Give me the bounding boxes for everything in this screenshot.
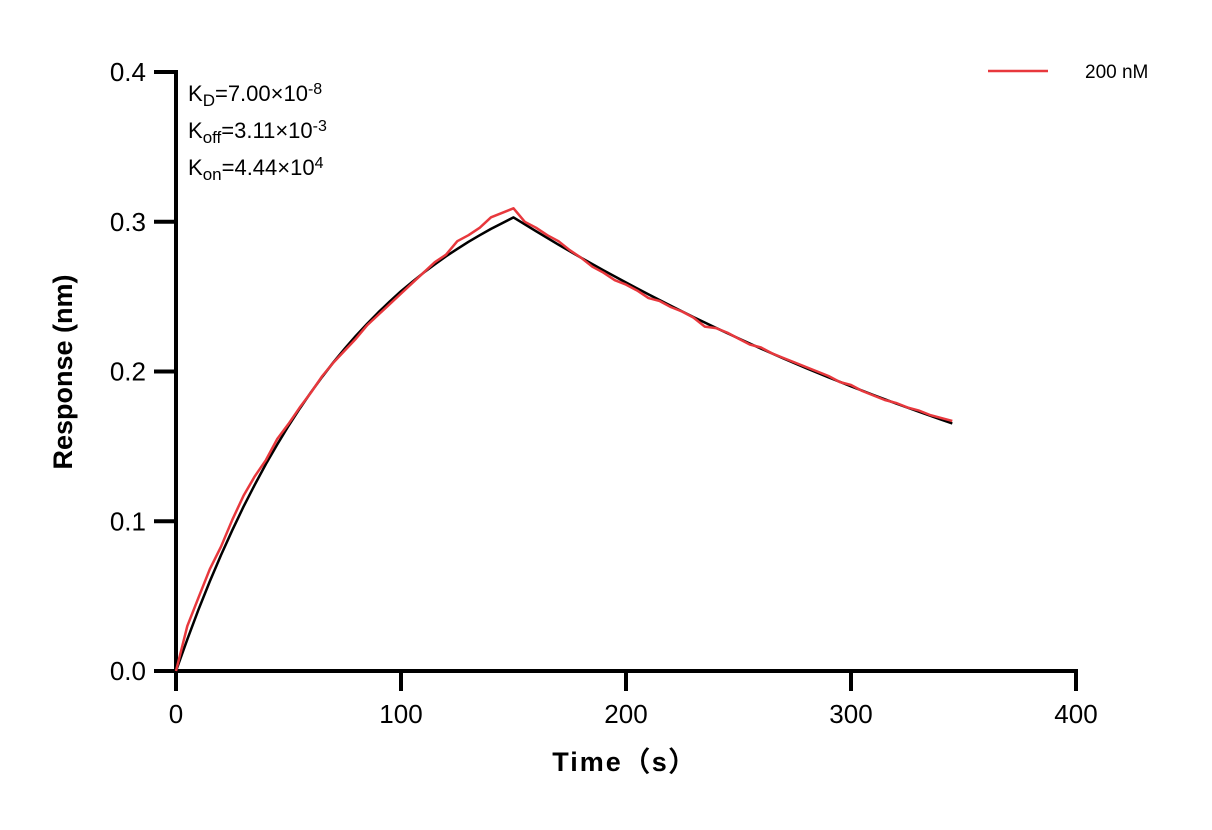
y-tick-label: 0.2 (110, 357, 146, 387)
legend: 200 nM (988, 62, 1148, 83)
annotation-sub: D (203, 91, 215, 110)
x-tick-label: 400 (1054, 699, 1097, 729)
annotation-rest: =3.11×10 (221, 118, 312, 143)
annotation-main: K (188, 118, 203, 143)
annotation-main: K (188, 81, 203, 106)
series-200nm-line (174, 207, 953, 672)
kinetic-constant-D: KD=7.00×10-8 (188, 81, 322, 110)
annotation-sup: -8 (308, 81, 322, 98)
y-tick-label: 0.1 (110, 506, 146, 536)
annotation-sub: off (203, 128, 222, 147)
x-tick-label: 300 (829, 699, 872, 729)
annotation-main: K (188, 155, 203, 180)
plot-area (174, 207, 953, 672)
y-tick-label: 0.0 (110, 656, 146, 686)
annotation-rest: =7.00×10 (215, 81, 308, 106)
x-axis-label: Time（s） (552, 747, 698, 777)
kinetic-constant-on: Kon=4.44×104 (188, 155, 324, 184)
y-axis-label: Response (nm) (48, 274, 78, 469)
annotation-sup: -3 (313, 118, 327, 135)
legend-label-200nm: 200 nM (1085, 62, 1148, 83)
axes: 0 100 200 300 400 0.0 0.1 0.2 0.3 0.4 (110, 57, 1098, 729)
kinetic-constant-off: Koff=3.11×10-3 (188, 118, 327, 147)
x-tick-label: 0 (169, 699, 183, 729)
y-tick-label: 0.4 (110, 57, 146, 87)
x-tick-label: 200 (604, 699, 647, 729)
y-tick-label: 0.3 (110, 207, 146, 237)
x-tick-label: 100 (379, 699, 422, 729)
annotation-sub: on (203, 165, 222, 184)
annotation-rest: =4.44×10 (222, 155, 315, 180)
annotation-sup: 4 (315, 155, 324, 172)
fit-curve (174, 216, 953, 672)
